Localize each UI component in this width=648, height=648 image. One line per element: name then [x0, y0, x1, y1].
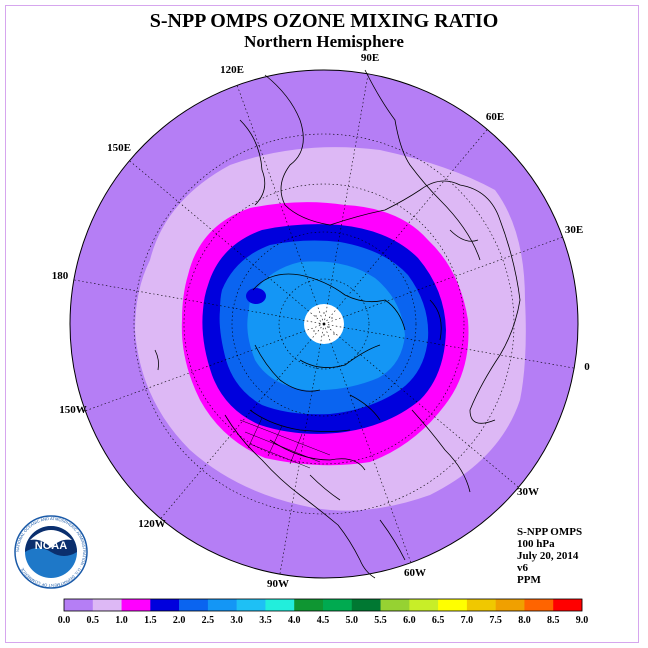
- blue-cell-1.5-2.0: [246, 288, 266, 304]
- graticule: [73, 73, 575, 575]
- lon-label-150w: 150W: [59, 404, 87, 416]
- colorbar-tick-label: 1.5: [144, 615, 157, 626]
- colorbar-tick-label: 2.0: [173, 615, 186, 626]
- noaa-logo-text: NOAA: [35, 540, 67, 552]
- colorbar-cell: [121, 599, 151, 611]
- info-level: 100 hPa: [517, 538, 555, 550]
- colorbar-tick-label: 2.5: [202, 615, 215, 626]
- colorbar-cell: [466, 599, 496, 611]
- lon-label-120e: 120E: [220, 64, 244, 76]
- lon-label-180: 180: [52, 270, 69, 282]
- colorbar-tick-label: 5.5: [374, 615, 387, 626]
- colorbar-tick-label: 4.0: [288, 615, 301, 626]
- colorbar-tick-label: 1.0: [115, 615, 128, 626]
- info-block: S-NPP OMPS 100 hPa July 20, 2014 v6 PPM: [517, 526, 582, 586]
- lon-label-90w: 90W: [267, 578, 289, 590]
- noaa-logo: NOAA NATIONAL OCEANIC AND ATMOSPHERIC AD…: [14, 515, 88, 589]
- coastlines: [154, 69, 521, 579]
- colorbar-cell: [150, 599, 180, 611]
- colorbar-cell: [495, 599, 525, 611]
- lon-label-60e: 60E: [486, 111, 504, 123]
- info-date: July 20, 2014: [517, 550, 579, 562]
- lon-label-120w: 120W: [138, 518, 166, 530]
- colorbar-tick-label: 0.0: [58, 615, 71, 626]
- map-title: S-NPP OMPS OZONE MIXING RATIO: [150, 10, 499, 32]
- colorbar-cell: [236, 599, 266, 611]
- colorbar-cell: [64, 599, 94, 611]
- lon-label-30w: 30W: [517, 486, 539, 498]
- colorbar-cell: [179, 599, 209, 611]
- info-units: PPM: [517, 574, 541, 586]
- colorbar-cell: [524, 599, 554, 611]
- colorbar-tick-label: 3.0: [230, 615, 243, 626]
- longitude-labels: 90E 60E 30E 0 30W 60W 90W 120W 150W 180 …: [52, 52, 591, 590]
- colorbar-cell: [553, 599, 583, 611]
- lon-label-0: 0: [584, 361, 590, 373]
- colorbar-cell: [380, 599, 410, 611]
- lon-label-90e: 90E: [361, 52, 379, 64]
- colorbar-tick-label: 9.0: [576, 615, 589, 626]
- polar-cap-dots: [313, 312, 335, 336]
- colorbar-cell: [294, 599, 324, 611]
- lon-label-150e: 150E: [107, 142, 131, 154]
- lon-label-60w: 60W: [404, 567, 426, 579]
- info-version: v6: [517, 562, 529, 574]
- colorbar-cell: [323, 599, 353, 611]
- colorbar-tick-label: 7.5: [489, 615, 502, 626]
- colorbar-tick-label: 0.5: [87, 615, 100, 626]
- info-instrument: S-NPP OMPS: [517, 526, 582, 538]
- colorbar-tick-label: 6.0: [403, 615, 416, 626]
- colorbar-tick-label: 7.0: [461, 615, 474, 626]
- colorbar-frame: [63, 598, 583, 612]
- colorbar-tick-label: 8.0: [518, 615, 531, 626]
- colorbar-cell: [409, 599, 439, 611]
- lon-label-30e: 30E: [565, 224, 583, 236]
- colorbar-cell: [207, 599, 237, 611]
- colorbar-tick-label: 6.5: [432, 615, 445, 626]
- colorbar-cell: [265, 599, 295, 611]
- colorbar-cell: [92, 599, 122, 611]
- colorbar-tick-label: 4.5: [317, 615, 330, 626]
- colorbar-cell: [438, 599, 468, 611]
- polar-map: [69, 69, 579, 579]
- colorbar-tick-label: 3.5: [259, 615, 272, 626]
- colorbar-cell: [351, 599, 381, 611]
- map-subtitle: Northern Hemisphere: [244, 32, 404, 51]
- colorbar-tick-label: 5.0: [346, 615, 359, 626]
- colorbar: 0.0 0.5 1.0 1.5 2.0 2.5 3.0 3.5 4.0 4.5 5.0 5.5 6.0 6…: [58, 598, 589, 626]
- colorbar-tick-label: 8.5: [547, 615, 560, 626]
